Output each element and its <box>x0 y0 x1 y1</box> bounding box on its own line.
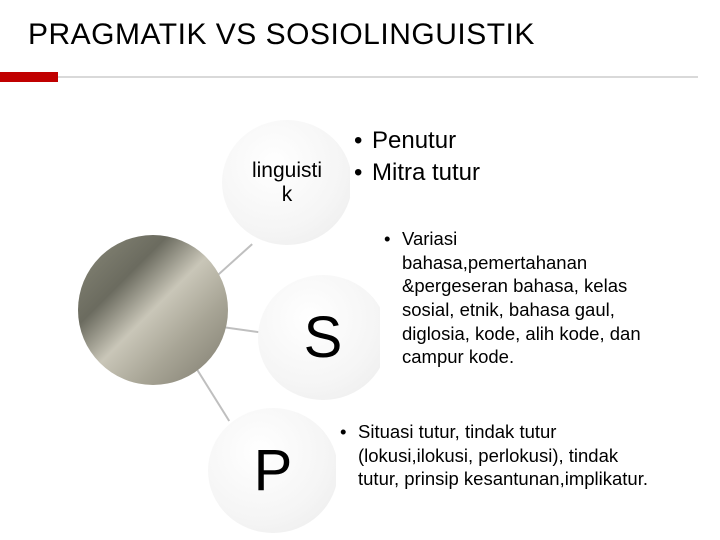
box-mid-text: Variasi bahasa,pemertahanan &pergeseran … <box>402 227 646 369</box>
node-s-label: S <box>304 304 343 371</box>
page-title: PRAGMATIK VS SOSIOLINGUISTIK <box>28 18 535 52</box>
node-p: P <box>208 408 338 533</box>
node-linguistik-line2: k <box>282 183 293 206</box>
box-p-content: • Situasi tutur, tindak tutur (lokusi,il… <box>336 418 656 493</box>
bullet-icon: • <box>340 420 358 491</box>
accent-bar <box>0 72 58 82</box>
title-underline <box>58 76 698 78</box>
box-linguistik-content: • Penutur • Mitra tutur <box>350 125 570 197</box>
node-linguistik-line1: linguisti <box>252 159 322 182</box>
bullet-icon: • <box>384 227 402 369</box>
box-bot-text: Situasi tutur, tindak tutur (lokusi,ilok… <box>358 420 652 491</box>
photo-circle <box>78 235 228 385</box>
node-s: S <box>258 275 388 400</box>
node-p-label: P <box>254 437 293 504</box>
connector-line <box>194 365 230 421</box>
box-top-item-1: Penutur <box>372 125 570 157</box>
box-s-content: • Variasi bahasa,pemertahanan &pergesera… <box>380 225 650 371</box>
node-linguistik: linguisti k <box>222 120 352 245</box>
box-top-item-2: Mitra tutur <box>372 157 570 189</box>
